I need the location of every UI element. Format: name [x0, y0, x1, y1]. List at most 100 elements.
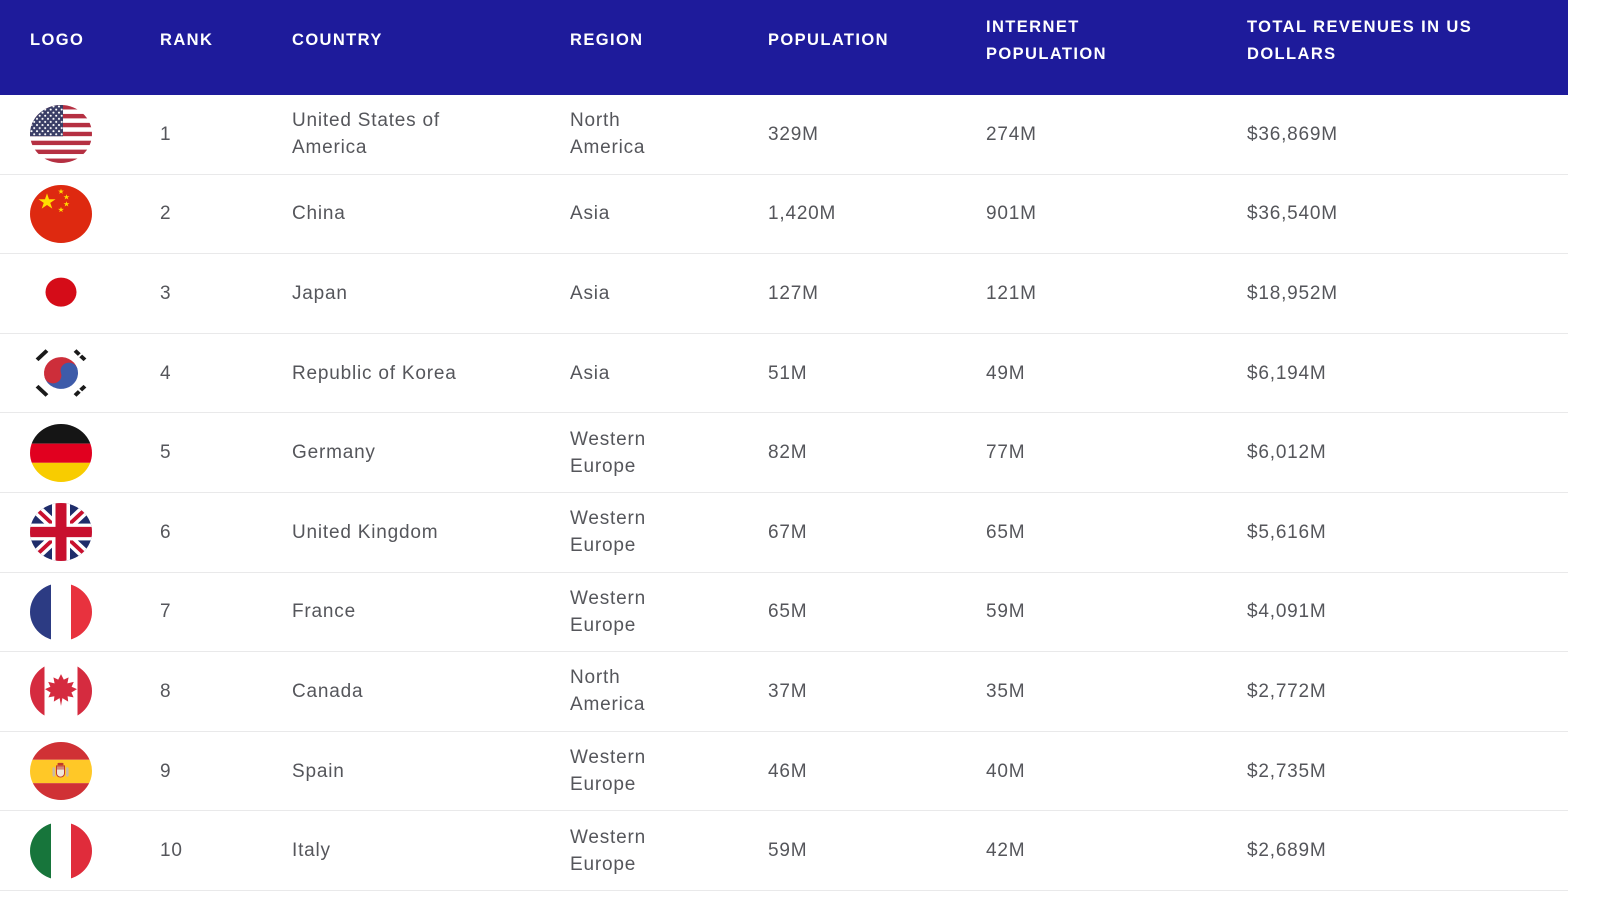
logo-cell: [30, 662, 160, 721]
table-row: 3 Japan Asia 127M 121M $18,952M: [0, 254, 1568, 334]
flag-france-icon: [30, 582, 92, 641]
region-cell: Western Europe: [570, 508, 646, 557]
population-cell: 37M: [768, 680, 808, 702]
population-cell: 51M: [768, 362, 808, 384]
internet-population-cell: 77M: [986, 442, 1026, 464]
region-cell: Asia: [570, 282, 611, 304]
population-cell: 1,420M: [768, 203, 837, 225]
logo-cell: [30, 503, 160, 562]
column-header-population: POPULATION: [768, 31, 889, 49]
country-cell: United Kingdom: [292, 521, 439, 543]
revenue-cell: $2,735M: [1247, 760, 1327, 782]
table-row: 8 Canada North America 37M 35M $2,772M: [0, 652, 1568, 732]
table-row: 9 Spain Western Europe 46M 40M $2,735M: [0, 731, 1568, 812]
revenue-cell: $2,772M: [1247, 680, 1327, 702]
rank-cell: 1: [160, 123, 172, 145]
rank-cell: 4: [160, 362, 172, 384]
table-row: 5 Germany Western Europe 82M 77M $6,012M: [0, 413, 1568, 493]
rank-cell: 8: [160, 680, 172, 702]
column-header-logo: LOGO: [30, 31, 85, 49]
country-cell: Japan: [292, 282, 348, 304]
column-header-rank: RANK: [160, 31, 214, 49]
internet-population-cell: 901M: [986, 203, 1037, 225]
rank-cell: 10: [160, 840, 183, 862]
rank-cell: 9: [160, 760, 172, 782]
internet-population-cell: 35M: [986, 680, 1026, 702]
table-row: 10 Italy Western Europe 59M 42M $2,689M: [0, 811, 1568, 891]
table-body: 1 United States of America North America 32…: [0, 95, 1568, 891]
revenue-cell: $18,952M: [1247, 282, 1338, 304]
flag-japan-icon: [30, 264, 92, 323]
revenue-cell: $6,194M: [1247, 362, 1327, 384]
flag-korea-icon: [30, 344, 92, 403]
revenue-cell: $2,689M: [1247, 840, 1327, 862]
country-cell: Spain: [292, 760, 345, 782]
country-cell: Canada: [292, 680, 364, 702]
revenue-cell: $36,869M: [1247, 123, 1338, 145]
population-cell: 82M: [768, 442, 808, 464]
table-row: 2 China Asia 1,420M 901M $36,540M: [0, 174, 1568, 255]
region-cell: Asia: [570, 362, 611, 384]
table-row: 1 United States of America North America 32…: [0, 95, 1568, 175]
logo-cell: [30, 423, 160, 482]
country-cell: United States of America: [292, 110, 440, 159]
internet-population-cell: 59M: [986, 601, 1026, 623]
logo-cell: [30, 582, 160, 641]
region-cell: Western Europe: [570, 587, 646, 636]
country-cell: China: [292, 203, 346, 225]
region-cell: North America: [570, 667, 646, 716]
flag-canada-icon: [30, 662, 92, 721]
rank-cell: 7: [160, 601, 172, 623]
table-row: 6 United Kingdom Western Europe 67M 65M $5,61…: [0, 492, 1568, 573]
revenue-cell: $36,540M: [1247, 203, 1338, 225]
population-cell: 65M: [768, 601, 808, 623]
internet-population-cell: 42M: [986, 840, 1026, 862]
logo-cell: [30, 264, 160, 323]
rank-cell: 5: [160, 442, 172, 464]
revenue-cell: $4,091M: [1247, 601, 1327, 623]
region-cell: Western Europe: [570, 428, 646, 477]
column-header-region: REGION: [570, 31, 644, 49]
country-cell: Germany: [292, 442, 376, 464]
table-row: 4 Republic of Korea Asia 51M 49M $6,194M: [0, 333, 1568, 414]
internet-population-cell: 274M: [986, 123, 1037, 145]
internet-population-cell: 40M: [986, 760, 1026, 782]
region-cell: Western Europe: [570, 826, 646, 875]
internet-population-cell: 121M: [986, 282, 1037, 304]
logo-cell: [30, 742, 160, 801]
country-cell: France: [292, 601, 356, 623]
rank-cell: 2: [160, 203, 172, 225]
internet-population-cell: 49M: [986, 362, 1026, 384]
logo-cell: [30, 184, 160, 243]
internet-population-cell: 65M: [986, 521, 1026, 543]
region-cell: Asia: [570, 203, 611, 225]
table-header-row: LOGO RANK COUNTRY REGION POPULATION INTE…: [0, 0, 1568, 95]
country-revenue-table: LOGO RANK COUNTRY REGION POPULATION INTE…: [0, 0, 1568, 891]
flag-usa-icon: [30, 105, 92, 164]
population-cell: 59M: [768, 840, 808, 862]
flag-italy-icon: [30, 821, 92, 880]
logo-cell: [30, 105, 160, 164]
region-cell: North America: [570, 110, 646, 159]
flag-germany-icon: [30, 423, 92, 482]
column-header-country: COUNTRY: [292, 31, 383, 49]
revenue-cell: $6,012M: [1247, 442, 1327, 464]
table-row: 7 France Western Europe 65M 59M $4,091M: [0, 572, 1568, 653]
population-cell: 67M: [768, 521, 808, 543]
population-cell: 127M: [768, 282, 819, 304]
flag-spain-icon: [30, 742, 92, 801]
population-cell: 46M: [768, 760, 808, 782]
rank-cell: 6: [160, 521, 172, 543]
revenue-cell: $5,616M: [1247, 521, 1327, 543]
logo-cell: [30, 344, 160, 403]
flag-china-icon: [30, 184, 92, 243]
region-cell: Western Europe: [570, 747, 646, 796]
logo-cell: [30, 821, 160, 880]
column-header-internet-population: INTERNET POPULATION: [986, 17, 1107, 63]
country-cell: Republic of Korea: [292, 362, 457, 384]
flag-uk-icon: [30, 503, 92, 562]
rank-cell: 3: [160, 282, 172, 304]
column-header-total-revenues: TOTAL REVENUES IN US DOLLARS: [1247, 17, 1473, 63]
country-cell: Italy: [292, 840, 331, 862]
population-cell: 329M: [768, 123, 819, 145]
